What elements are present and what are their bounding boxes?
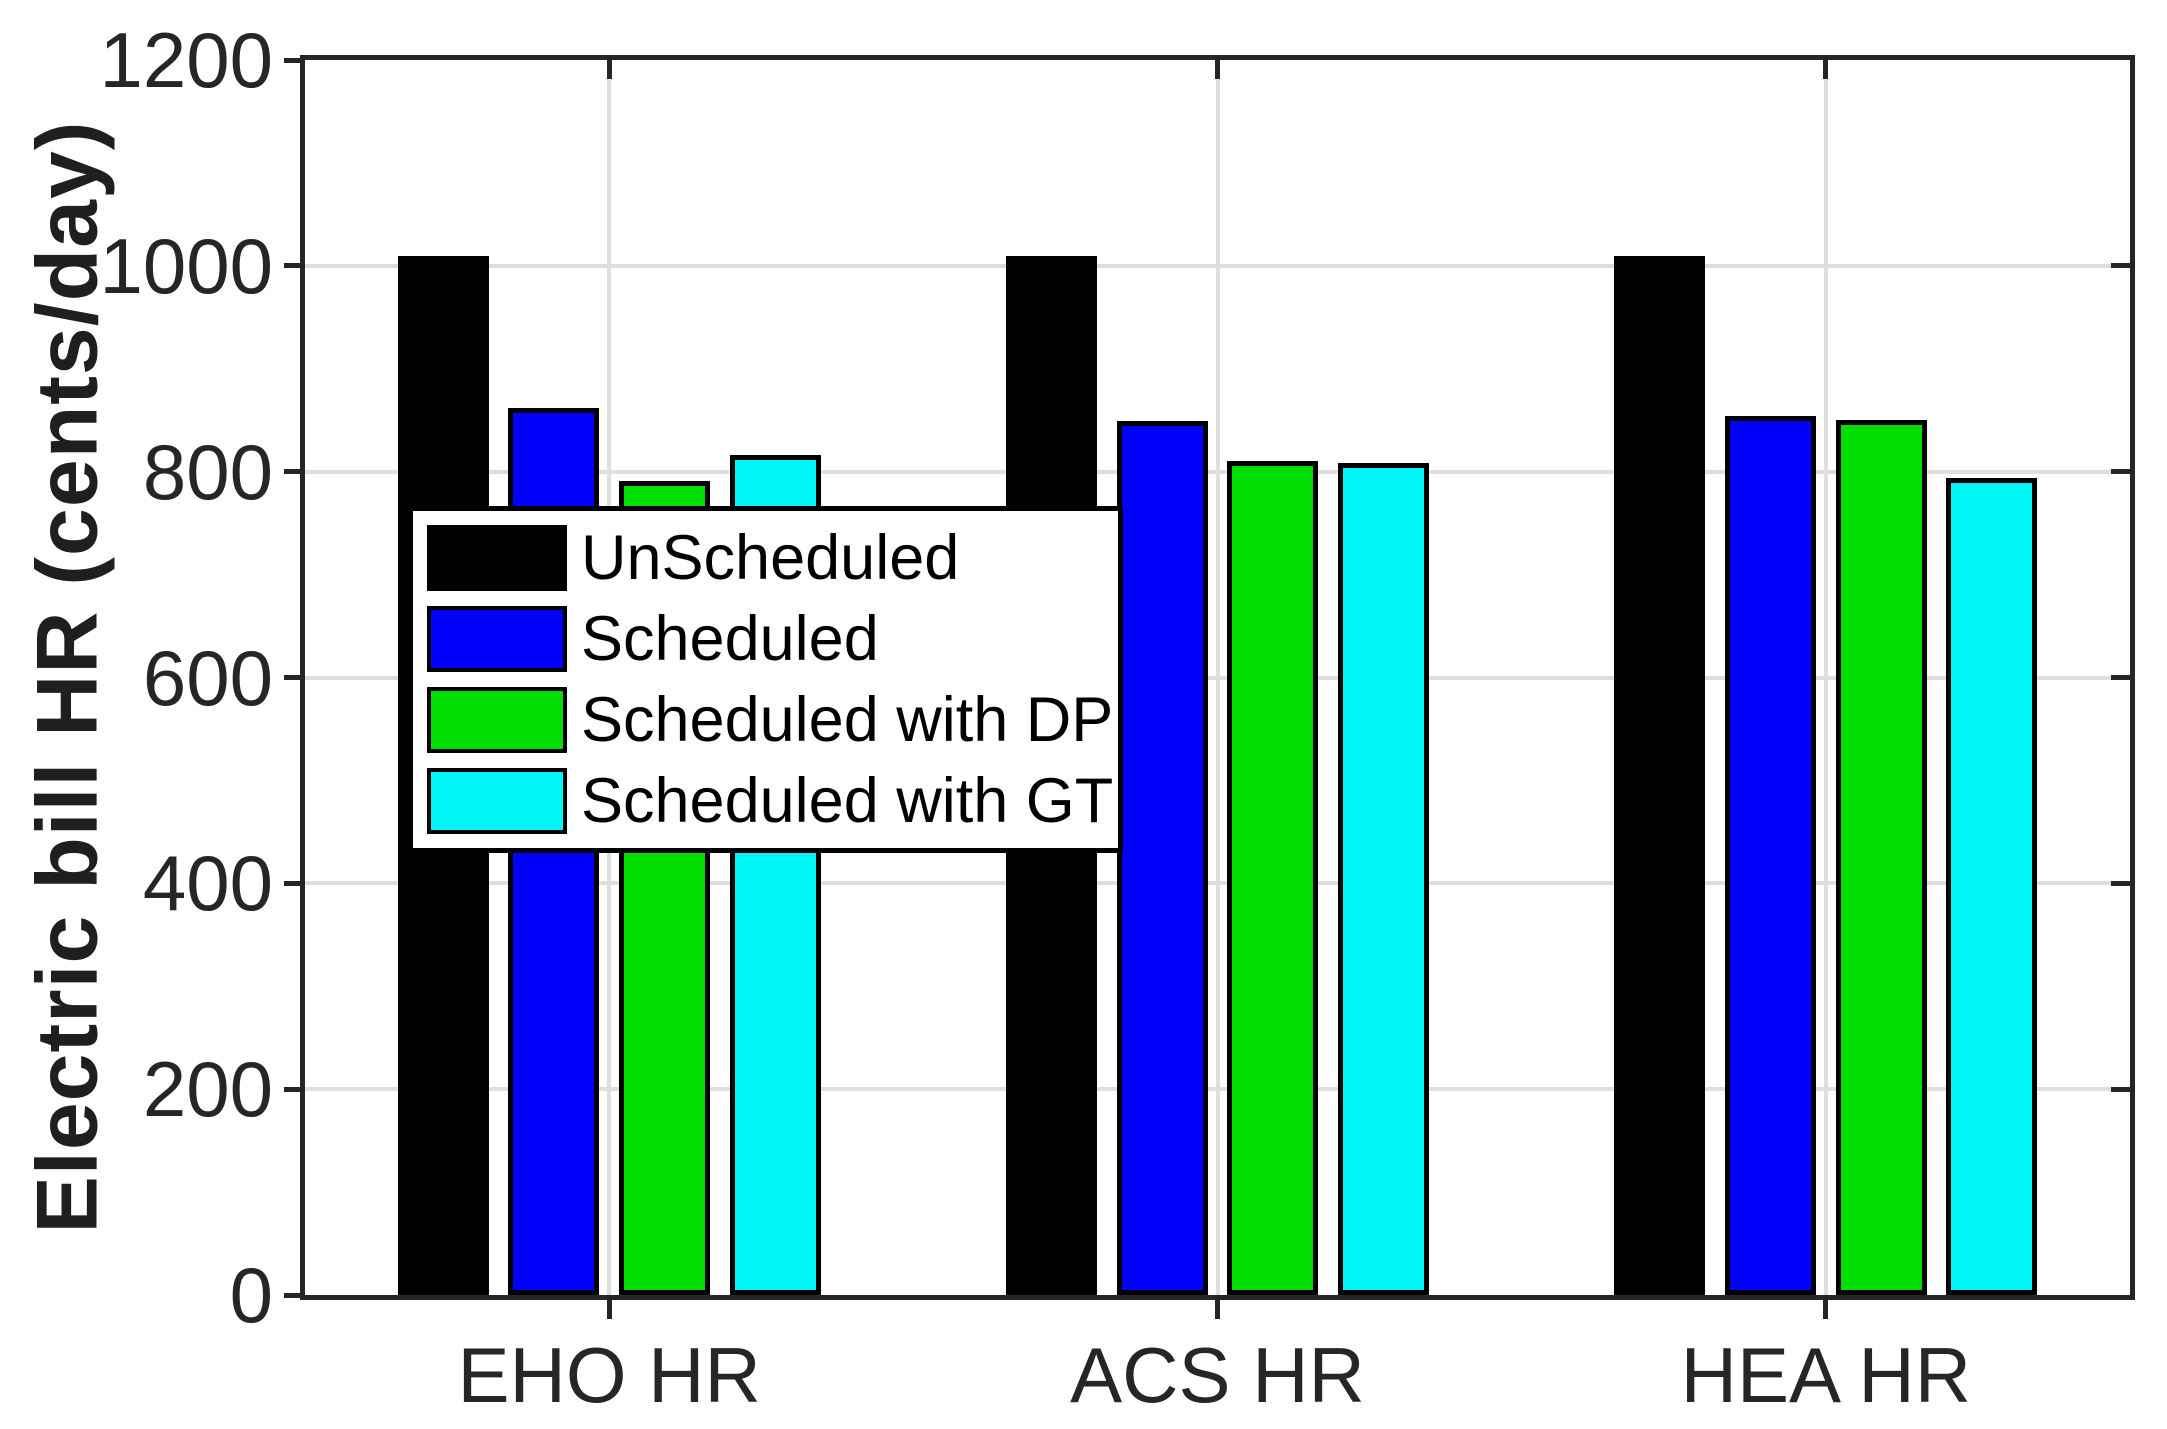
legend-label-3: Scheduled with DP [581,684,1114,755]
y-tick-label-1000: 1000 [99,221,273,310]
y-tick-200 [284,1086,303,1092]
y-tick-label-0: 0 [229,1251,273,1339]
bar-acs-hr-scheduled [1116,421,1208,1295]
legend-swatch-4 [427,768,567,834]
v-gridline-2 [1215,60,1220,1295]
y-tick-label-400: 400 [142,839,273,928]
y-tick-400 [284,880,303,886]
bar-acs-hr-scheduled-with-gt [1338,463,1430,1295]
y-tick-label-600: 600 [142,633,273,722]
legend-swatch-1 [427,525,567,591]
bar-hea-hr-scheduled-with-gt [1946,477,2038,1295]
y-tick-1000 [284,263,303,269]
y-tick-800 [284,469,303,475]
y-tick-600 [284,675,303,680]
legend-row-3: Scheduled with DP [427,680,1118,760]
bar-hea-hr-scheduled [1724,416,1816,1295]
y-tick-0 [284,1292,303,1298]
bar-hea-hr-unscheduled [1614,255,1706,1295]
y-tick-label-1200: 1200 [99,16,273,104]
legend-row-1: UnScheduled [427,518,1118,598]
y-tick-1200 [284,57,303,63]
x-tick-label-2: ACS HR [1070,1331,1365,1419]
x-tick-label-3: HEA HR [1680,1331,1972,1419]
x-tick-label-1: EHO HR [457,1331,761,1419]
legend-label-1: UnScheduled [581,522,960,593]
right-tick-600 [2111,675,2130,680]
right-tick-400 [2111,880,2130,886]
right-tick-200 [2111,1086,2130,1092]
legend-label-2: Scheduled [581,603,879,674]
plot-area: UnScheduled Scheduled Scheduled with DP Sch… [300,55,2135,1300]
x-tick-2 [1215,1300,1220,1319]
legend-swatch-3 [427,687,567,753]
top-tick-3 [1823,60,1829,79]
x-tick-1 [606,1300,612,1319]
x-tick-3 [1823,1300,1829,1319]
legend-swatch-2 [427,606,567,672]
y-tick-label-200: 200 [142,1045,273,1134]
bar-hea-hr-scheduled-with-dp [1835,420,1927,1295]
legend-row-2: Scheduled [427,599,1118,679]
top-tick-1 [606,60,612,79]
right-tick-1000 [2111,263,2130,269]
v-gridline-3 [1823,60,1828,1295]
top-tick-2 [1215,60,1220,79]
y-tick-label-800: 800 [142,427,273,516]
legend-row-4: Scheduled with GT [427,761,1118,841]
legend-label-4: Scheduled with GT [581,765,1114,836]
bar-acs-hr-scheduled-with-dp [1227,461,1319,1295]
right-tick-800 [2111,469,2130,475]
legend: UnScheduled Scheduled Scheduled with DP Sch… [408,506,1123,853]
